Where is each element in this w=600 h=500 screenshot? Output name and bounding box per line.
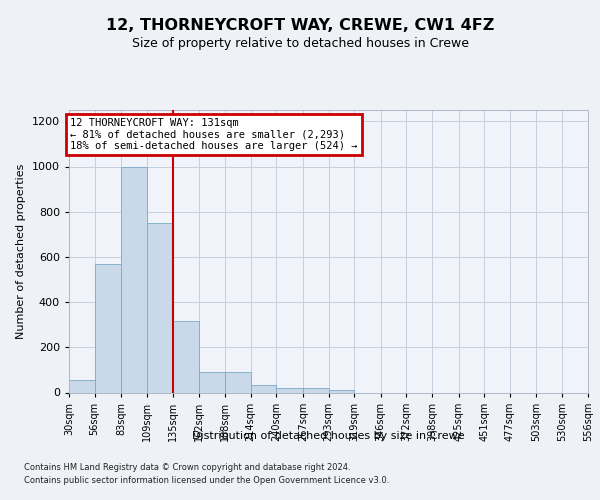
Bar bbox=[329, 390, 354, 392]
Bar bbox=[251, 384, 276, 392]
Text: Distribution of detached houses by size in Crewe: Distribution of detached houses by size … bbox=[193, 431, 465, 441]
Bar bbox=[121, 166, 147, 392]
Bar bbox=[199, 372, 225, 392]
Y-axis label: Number of detached properties: Number of detached properties bbox=[16, 164, 26, 339]
Text: Contains public sector information licensed under the Open Government Licence v3: Contains public sector information licen… bbox=[24, 476, 389, 485]
Bar bbox=[276, 388, 303, 392]
Bar bbox=[95, 264, 121, 392]
Bar bbox=[303, 388, 329, 392]
Bar bbox=[69, 380, 95, 392]
Bar bbox=[225, 372, 251, 392]
Bar bbox=[147, 223, 173, 392]
Text: Contains HM Land Registry data © Crown copyright and database right 2024.: Contains HM Land Registry data © Crown c… bbox=[24, 462, 350, 471]
Text: 12 THORNEYCROFT WAY: 131sqm
← 81% of detached houses are smaller (2,293)
18% of : 12 THORNEYCROFT WAY: 131sqm ← 81% of det… bbox=[70, 118, 358, 151]
Text: 12, THORNEYCROFT WAY, CREWE, CW1 4FZ: 12, THORNEYCROFT WAY, CREWE, CW1 4FZ bbox=[106, 18, 494, 32]
Text: Size of property relative to detached houses in Crewe: Size of property relative to detached ho… bbox=[131, 38, 469, 51]
Bar bbox=[173, 322, 199, 392]
